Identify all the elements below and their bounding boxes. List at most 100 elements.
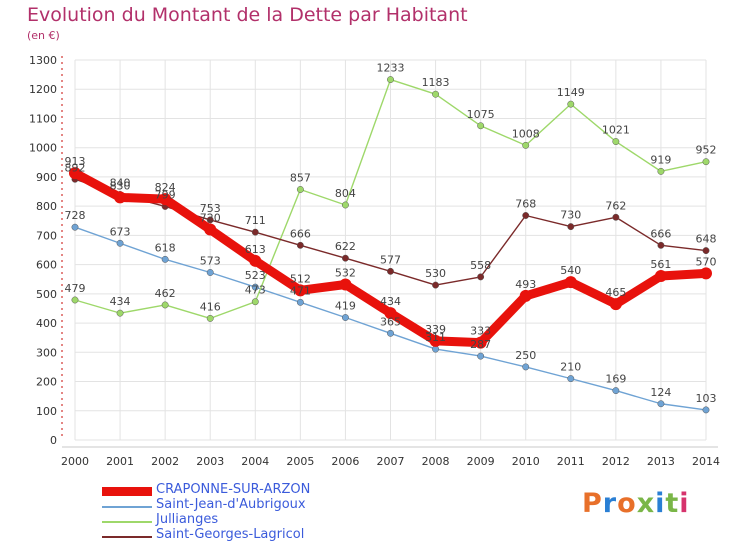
data-point-craponne-sur-arzon bbox=[654, 270, 667, 283]
data-point-jullianges bbox=[206, 314, 214, 322]
data-label-jullianges: 462 bbox=[155, 287, 176, 300]
legend-item: Saint-Georges-Lagricol bbox=[102, 527, 442, 544]
data-point-jullianges bbox=[657, 167, 665, 175]
data-label-craponne-sur-arzon: 570 bbox=[696, 255, 717, 268]
x-tick-label: 2002 bbox=[151, 455, 179, 468]
data-label-saint-georges-lagricol: 622 bbox=[335, 240, 356, 253]
y-tick-label: 500 bbox=[36, 288, 57, 301]
logo-letter: o bbox=[617, 488, 637, 519]
data-label-jullianges: 1008 bbox=[512, 127, 540, 140]
legend-label: Saint-Georges-Lagricol bbox=[156, 527, 305, 542]
x-tick-label: 2014 bbox=[692, 455, 720, 468]
data-label-craponne-sur-arzon: 720 bbox=[200, 212, 221, 225]
data-label-saint-georges-lagricol: 762 bbox=[605, 199, 626, 212]
legend-swatch bbox=[102, 487, 152, 496]
x-tick-label: 2010 bbox=[512, 455, 540, 468]
legend-item: Saint-Jean-d'Aubrigoux bbox=[102, 497, 442, 514]
data-label-craponne-sur-arzon: 465 bbox=[605, 286, 626, 299]
data-label-saint-georges-lagricol: 666 bbox=[290, 227, 311, 240]
data-label-craponne-sur-arzon: 830 bbox=[110, 179, 131, 192]
y-tick-label: 0 bbox=[50, 434, 57, 447]
data-label-saint-georges-lagricol: 711 bbox=[245, 214, 266, 227]
data-point-craponne-sur-arzon bbox=[249, 254, 262, 267]
data-label-craponne-sur-arzon: 613 bbox=[245, 243, 266, 256]
data-label-craponne-sur-arzon: 532 bbox=[335, 266, 356, 279]
x-tick-label: 2001 bbox=[106, 455, 134, 468]
data-label-saint-georges-lagricol: 558 bbox=[470, 259, 491, 272]
data-point-saint-jean-d-aubrigoux bbox=[341, 314, 349, 321]
x-tick-label: 2005 bbox=[286, 455, 314, 468]
data-point-jullianges bbox=[432, 90, 440, 98]
data-point-craponne-sur-arzon bbox=[69, 167, 81, 180]
x-tick-label: 2000 bbox=[61, 455, 89, 468]
data-point-craponne-sur-arzon bbox=[519, 289, 532, 302]
y-tick-label: 1100 bbox=[29, 112, 57, 125]
proxiti-logo: Proxiti bbox=[582, 488, 690, 519]
data-label-saint-georges-lagricol: 577 bbox=[380, 253, 401, 266]
data-point-craponne-sur-arzon bbox=[700, 267, 712, 280]
data-point-saint-georges-lagricol bbox=[657, 241, 665, 249]
data-label-saint-jean-d-aubrigoux: 673 bbox=[110, 225, 131, 238]
data-point-jullianges bbox=[71, 296, 79, 304]
data-label-jullianges: 1075 bbox=[467, 108, 495, 121]
data-point-jullianges bbox=[251, 298, 259, 306]
data-point-saint-georges-lagricol bbox=[387, 267, 394, 275]
data-label-craponne-sur-arzon: 561 bbox=[650, 258, 671, 271]
data-point-saint-georges-lagricol bbox=[612, 213, 620, 221]
x-tick-label: 2007 bbox=[377, 455, 405, 468]
data-point-saint-georges-lagricol bbox=[206, 216, 214, 224]
data-label-saint-jean-d-aubrigoux: 311 bbox=[425, 331, 446, 344]
data-label-saint-jean-d-aubrigoux: 618 bbox=[155, 241, 176, 254]
data-point-saint-georges-lagricol bbox=[341, 254, 349, 262]
data-point-saint-jean-d-aubrigoux bbox=[71, 223, 79, 231]
x-tick-label: 2008 bbox=[422, 455, 450, 468]
data-label-jullianges: 1183 bbox=[422, 76, 450, 89]
data-point-craponne-sur-arzon bbox=[609, 298, 622, 311]
y-tick-label: 1000 bbox=[29, 142, 57, 155]
data-label-jullianges: 1233 bbox=[377, 62, 405, 75]
data-label-jullianges: 416 bbox=[200, 300, 221, 313]
data-point-saint-jean-d-aubrigoux bbox=[702, 406, 710, 414]
data-point-craponne-sur-arzon bbox=[474, 336, 487, 349]
data-label-saint-jean-d-aubrigoux: 365 bbox=[380, 315, 401, 328]
x-tick-label: 2006 bbox=[331, 455, 359, 468]
x-tick-label: 2009 bbox=[467, 455, 495, 468]
logo-letter: x bbox=[636, 488, 656, 519]
data-label-saint-jean-d-aubrigoux: 728 bbox=[65, 209, 86, 222]
data-point-saint-georges-lagricol bbox=[251, 228, 259, 236]
legend-swatch bbox=[102, 536, 152, 538]
legend-swatch bbox=[102, 521, 152, 523]
data-point-jullianges bbox=[567, 100, 575, 108]
data-label-jullianges: 919 bbox=[650, 153, 671, 166]
data-point-saint-georges-lagricol bbox=[432, 281, 440, 289]
data-label-saint-georges-lagricol: 768 bbox=[515, 198, 536, 211]
chart-title: Evolution du Montant de la Dette par Hab… bbox=[27, 4, 468, 26]
data-label-jullianges: 804 bbox=[335, 187, 356, 200]
chart-subtitle: (en €) bbox=[27, 29, 60, 42]
data-point-saint-georges-lagricol bbox=[477, 273, 485, 281]
data-label-saint-georges-lagricol: 648 bbox=[696, 233, 717, 246]
data-label-jullianges: 1021 bbox=[602, 124, 630, 137]
data-point-jullianges bbox=[161, 301, 169, 309]
data-point-craponne-sur-arzon bbox=[564, 276, 577, 289]
data-point-craponne-sur-arzon bbox=[294, 284, 307, 297]
y-tick-label: 100 bbox=[36, 405, 57, 418]
logo-letter: P bbox=[582, 488, 603, 519]
data-point-jullianges bbox=[341, 201, 349, 209]
y-tick-label: 900 bbox=[36, 171, 57, 184]
data-point-craponne-sur-arzon bbox=[384, 307, 397, 320]
data-point-craponne-sur-arzon bbox=[339, 278, 352, 291]
data-point-jullianges bbox=[296, 186, 304, 193]
data-point-jullianges bbox=[387, 76, 394, 84]
data-label-saint-jean-d-aubrigoux: 210 bbox=[560, 361, 581, 374]
data-label-saint-jean-d-aubrigoux: 471 bbox=[290, 284, 311, 297]
data-point-saint-jean-d-aubrigoux bbox=[116, 239, 124, 247]
data-label-craponne-sur-arzon: 493 bbox=[515, 278, 536, 291]
data-label-saint-georges-lagricol: 799 bbox=[155, 188, 176, 201]
legend-label: Saint-Jean-d'Aubrigoux bbox=[156, 497, 306, 512]
data-label-saint-jean-d-aubrigoux: 250 bbox=[515, 349, 536, 362]
data-point-saint-jean-d-aubrigoux bbox=[522, 363, 530, 371]
legend-item: Jullianges bbox=[102, 512, 442, 529]
data-label-saint-jean-d-aubrigoux: 103 bbox=[696, 392, 717, 405]
data-point-craponne-sur-arzon bbox=[159, 193, 172, 206]
